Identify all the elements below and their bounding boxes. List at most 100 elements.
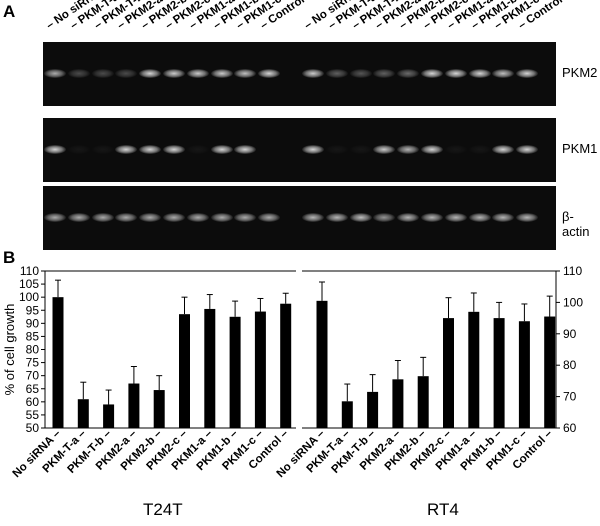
gel-band — [44, 213, 66, 222]
gel-band — [349, 213, 372, 222]
bar — [316, 300, 328, 428]
gel-band — [139, 69, 162, 78]
gene-label-pkm1: PKM1 — [562, 141, 598, 156]
bar — [229, 316, 241, 428]
gel-band — [325, 69, 348, 78]
y-axis-left-tick-label: 75 — [26, 356, 40, 370]
bar — [341, 401, 353, 428]
gel-band — [397, 69, 420, 78]
y-axis-left-tick-label: 70 — [26, 369, 40, 383]
plot-frame-right — [302, 270, 557, 429]
gel-band — [325, 145, 348, 154]
y-axis-left-tick-label: 85 — [26, 329, 40, 343]
bar — [468, 311, 480, 428]
gel-band — [163, 213, 185, 222]
gel-band — [444, 145, 467, 154]
gel-band — [234, 69, 257, 78]
gel-band — [67, 145, 90, 154]
bar — [443, 318, 454, 428]
gel-band — [234, 213, 257, 222]
y-axis-title: % of cell growth — [2, 304, 17, 396]
bar — [103, 404, 115, 428]
gel-band — [44, 69, 66, 78]
y-axis-left-tick-label: 90 — [26, 316, 40, 330]
gel-band — [163, 145, 185, 154]
y-axis-right-tick-label: 60 — [563, 421, 577, 435]
y-axis-left-tick-label: 100 — [19, 290, 39, 304]
gel-band — [91, 213, 114, 222]
bar — [52, 297, 64, 428]
gene-label-pkm2: PKM2 — [562, 65, 598, 80]
y-axis-left-tick-label: 60 — [26, 395, 40, 409]
gene-label-actin: β-actin — [562, 209, 590, 239]
gel-band — [397, 213, 420, 222]
bar — [77, 399, 89, 428]
gel-band — [234, 145, 257, 154]
gel-band — [44, 145, 66, 154]
gel-band — [91, 69, 114, 78]
bar — [254, 311, 266, 428]
cell-line-label-rt4: RT4 — [427, 500, 459, 519]
gel-band — [115, 213, 138, 222]
y-axis-right-tick-label: 90 — [563, 327, 577, 341]
gel-band — [115, 145, 138, 154]
panel-b-label: B — [3, 248, 16, 267]
y-axis-left-tick-label: 95 — [26, 303, 40, 317]
gel-band — [258, 213, 281, 222]
gel-band — [492, 69, 515, 78]
bar — [544, 316, 556, 428]
gel-band — [186, 145, 209, 154]
bar — [367, 391, 379, 428]
gel-band — [91, 145, 114, 154]
y-axis-left-tick-label: 50 — [26, 421, 40, 435]
y-axis-left-tick-label: 105 — [19, 277, 39, 291]
gel-band — [373, 213, 396, 222]
gel-band — [373, 69, 396, 78]
gel-band — [468, 69, 491, 78]
gel-band — [421, 145, 443, 154]
gel-band — [516, 213, 539, 222]
y-axis-left-tick-label: 55 — [26, 408, 40, 422]
gel-band — [115, 69, 138, 78]
gel-band — [258, 69, 281, 78]
y-axis-right-tick-label: 70 — [563, 390, 577, 404]
gel-band — [444, 69, 467, 78]
gel-band — [210, 145, 233, 154]
gel-band — [67, 213, 90, 222]
gel-band — [444, 213, 467, 222]
gel-band — [421, 213, 443, 222]
y-axis-left-tick-label: 65 — [26, 382, 40, 396]
bar — [280, 303, 292, 428]
gel-band — [373, 145, 396, 154]
gel-band — [516, 145, 539, 154]
gel-band — [397, 145, 420, 154]
gel-band — [468, 145, 491, 154]
y-axis-left-tick-label: 110 — [20, 264, 39, 278]
gel-band — [349, 145, 372, 154]
cell-line-label-t24t: T24T — [143, 500, 183, 519]
y-axis-right-tick-label: 80 — [563, 358, 577, 372]
gel-pkm2-right — [301, 42, 556, 106]
gel-band — [210, 69, 233, 78]
gel-band — [492, 145, 515, 154]
bar — [392, 379, 404, 428]
gel-band — [421, 69, 443, 78]
bar — [153, 390, 165, 428]
bar — [204, 308, 216, 428]
gel-band — [186, 213, 209, 222]
gel-band — [325, 213, 348, 222]
gel-actin-right — [301, 186, 556, 250]
gel-band — [186, 69, 209, 78]
bar — [128, 383, 140, 428]
bar — [493, 318, 505, 428]
gel-band — [349, 69, 372, 78]
gel-band — [139, 213, 162, 222]
gel-pkm2-left — [43, 42, 341, 106]
gel-pkm1-left — [43, 118, 341, 182]
gel-band — [163, 69, 185, 78]
gel-band — [139, 145, 162, 154]
gel-band — [492, 213, 515, 222]
gel-band — [302, 213, 324, 222]
gel-band — [468, 213, 491, 222]
